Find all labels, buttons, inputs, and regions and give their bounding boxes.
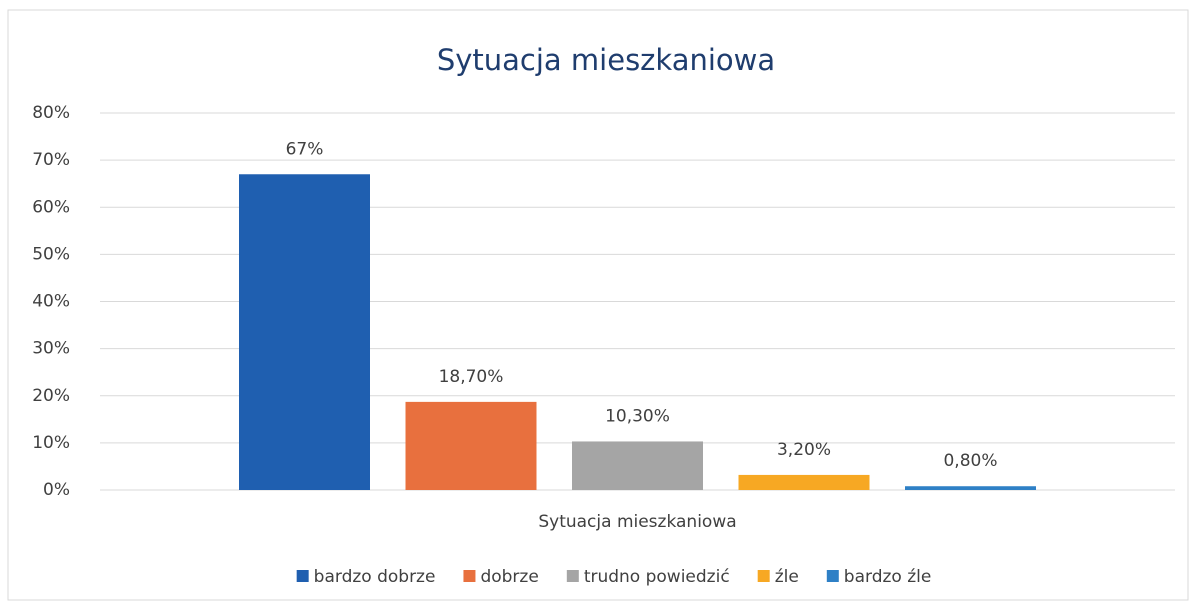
legend-swatch xyxy=(826,570,839,582)
x-tick-label: Sytuacja mieszkaniowa xyxy=(538,512,736,532)
bar xyxy=(905,486,1036,490)
y-tick-label: 50% xyxy=(32,244,70,264)
bar xyxy=(572,441,703,490)
legend-swatch xyxy=(463,570,476,582)
y-tick-label: 40% xyxy=(32,292,70,312)
legend-label: trudno powiedzić xyxy=(584,567,730,587)
legend-swatch xyxy=(296,570,309,582)
bar xyxy=(738,474,870,490)
y-tick-label: 30% xyxy=(32,339,70,359)
chart-border xyxy=(7,9,1189,601)
legend-label: dobrze xyxy=(480,567,538,587)
data-label: 10,30% xyxy=(605,406,670,426)
data-label: 18,70% xyxy=(439,367,504,387)
legend-swatch xyxy=(566,570,579,582)
data-label: 3,20% xyxy=(777,440,831,460)
bar xyxy=(239,174,370,490)
y-tick-label: 80% xyxy=(32,103,70,123)
y-tick-label: 0% xyxy=(43,480,70,500)
legend-swatch xyxy=(757,570,770,582)
chart-title: Sytuacja mieszkaniowa xyxy=(437,43,775,77)
legend-label: bardzo źle xyxy=(844,567,932,587)
data-label: 67% xyxy=(286,139,324,159)
y-tick-label: 60% xyxy=(32,197,70,217)
data-label: 0,80% xyxy=(943,451,997,471)
bar xyxy=(405,401,537,490)
y-tick-label: 70% xyxy=(32,150,70,170)
legend-label: źle xyxy=(775,567,799,587)
y-tick-label: 20% xyxy=(32,386,70,406)
y-tick-label: 10% xyxy=(32,433,70,453)
legend-label: bardzo dobrze xyxy=(314,567,436,587)
